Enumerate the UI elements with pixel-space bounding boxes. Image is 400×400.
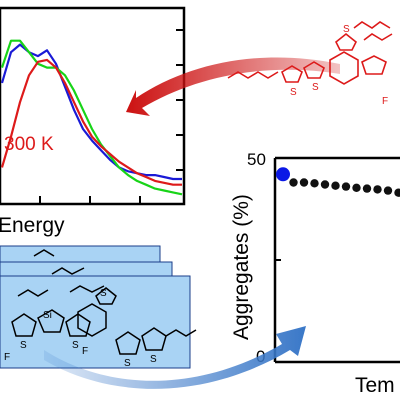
atom-label-sulfur: S xyxy=(290,87,297,98)
data-point xyxy=(362,184,372,193)
thiophene-ring xyxy=(115,331,141,355)
atom-label-fluorine: F xyxy=(82,346,88,357)
atom-label-sulfur: S xyxy=(124,358,131,369)
first-data-point xyxy=(276,167,290,182)
data-point xyxy=(352,183,361,192)
alkyl-chain xyxy=(69,285,105,293)
aggregates-plot: 50 0 Aggregates (%) Tem xyxy=(230,150,400,397)
thiophene-ring xyxy=(11,313,37,337)
alkyl-chain xyxy=(353,21,391,29)
atom-label-fluorine: F xyxy=(382,96,388,107)
thiophene-ring xyxy=(361,55,387,75)
alkyl-chain xyxy=(227,71,279,79)
data-point xyxy=(383,186,393,195)
y-tick-label: 50 xyxy=(247,150,266,169)
temperature-annotation: 300 K xyxy=(4,134,54,155)
spectrum-line-2 xyxy=(0,39,183,196)
atom-label-sulfur: S xyxy=(343,24,350,35)
thiadiazole-ring xyxy=(334,32,358,51)
blue-transition-arrow xyxy=(44,326,306,389)
thiadiazole-ring xyxy=(95,287,117,305)
alkyl-chain xyxy=(33,249,55,257)
spectrum-line-3 xyxy=(0,58,182,186)
alkyl-chain xyxy=(363,33,393,41)
atom-label-sulfur: S xyxy=(100,288,107,299)
benzothiadiazole-ring xyxy=(329,51,359,85)
atom-label-fluorine: F xyxy=(4,352,10,363)
thiophene-ring xyxy=(65,313,91,337)
alkyl-chain xyxy=(17,289,49,297)
atom-label-sulfur: S xyxy=(20,340,27,351)
red-molecule-structure xyxy=(227,21,393,85)
data-point xyxy=(341,182,351,191)
silole-ring xyxy=(37,309,65,333)
data-point xyxy=(394,188,400,197)
x-axis-label: Tem xyxy=(355,374,395,397)
molecule-skeleton xyxy=(11,249,197,355)
atom-label-sulfur: S xyxy=(312,82,319,93)
data-point xyxy=(299,178,309,187)
red-transition-arrow xyxy=(126,57,340,116)
alkyl-chain xyxy=(165,329,197,337)
thiophene-ring xyxy=(303,61,325,79)
data-point xyxy=(289,178,298,187)
benzothiadiazole-ring xyxy=(77,303,107,337)
spectrum-series xyxy=(0,39,183,196)
atom-label-sulfur: S xyxy=(150,354,157,365)
plot-frame xyxy=(0,6,186,206)
data-point xyxy=(331,181,340,190)
aggregate-data-points xyxy=(276,167,400,197)
thiophene-ring xyxy=(281,65,303,83)
right-axis-ticks xyxy=(39,29,184,204)
alkyl-chain xyxy=(51,267,85,275)
atom-label-sulfur: S xyxy=(72,340,79,351)
data-point xyxy=(373,185,382,194)
data-point xyxy=(310,179,319,188)
atom-label-silicon: Si xyxy=(43,310,52,321)
x-axis-label: Energy xyxy=(0,214,65,237)
thiophene-ring xyxy=(141,327,167,351)
blue-molecule-panel-stack: Si S S F S S F S xyxy=(0,245,197,369)
spectrum-line-1 xyxy=(0,43,182,181)
y-axis-label: Aggregates (%) xyxy=(230,194,253,340)
absorption-spectrum-plot: 300 K Energy xyxy=(0,6,186,237)
data-point xyxy=(320,180,330,189)
